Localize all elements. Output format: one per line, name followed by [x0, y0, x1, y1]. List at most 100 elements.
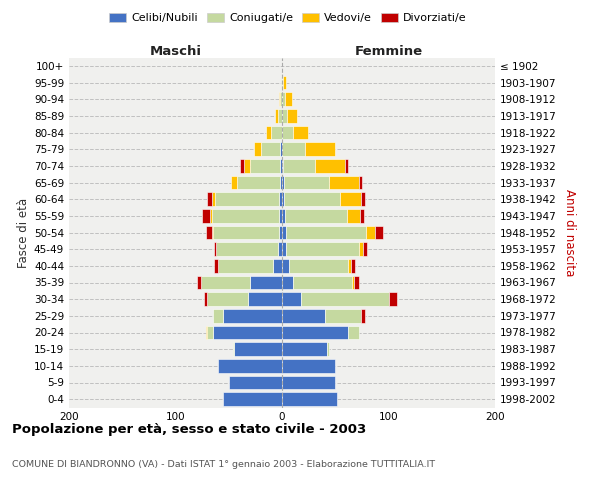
- Text: Femmine: Femmine: [355, 44, 422, 58]
- Bar: [223, 392, 282, 406]
- Bar: [229, 376, 282, 390]
- Bar: [282, 292, 301, 306]
- Bar: [347, 209, 360, 222]
- Bar: [305, 142, 335, 156]
- Bar: [234, 342, 282, 356]
- Bar: [282, 92, 285, 106]
- Bar: [325, 309, 361, 322]
- Bar: [274, 259, 282, 272]
- Bar: [351, 259, 355, 272]
- Bar: [280, 159, 282, 172]
- Bar: [315, 159, 345, 172]
- Bar: [218, 259, 274, 272]
- Bar: [282, 276, 293, 289]
- Bar: [355, 276, 359, 289]
- Bar: [209, 209, 212, 222]
- Bar: [282, 242, 286, 256]
- Bar: [237, 176, 280, 190]
- Bar: [279, 92, 280, 106]
- Bar: [282, 76, 283, 90]
- Bar: [215, 192, 279, 206]
- Bar: [254, 142, 260, 156]
- Bar: [282, 392, 337, 406]
- Bar: [286, 226, 366, 239]
- Bar: [250, 276, 282, 289]
- Bar: [361, 192, 365, 206]
- Bar: [279, 209, 282, 222]
- Bar: [284, 192, 340, 206]
- Bar: [282, 326, 348, 340]
- Bar: [279, 226, 282, 239]
- Bar: [340, 192, 361, 206]
- Bar: [329, 176, 359, 190]
- Bar: [201, 276, 250, 289]
- Bar: [327, 342, 329, 356]
- Bar: [282, 126, 293, 140]
- Bar: [301, 292, 389, 306]
- Bar: [208, 192, 212, 206]
- Bar: [213, 226, 279, 239]
- Bar: [285, 92, 292, 106]
- Bar: [197, 276, 201, 289]
- Bar: [212, 226, 213, 239]
- Bar: [366, 226, 374, 239]
- Bar: [282, 309, 325, 322]
- Y-axis label: Anni di nascita: Anni di nascita: [563, 189, 576, 276]
- Bar: [282, 359, 335, 372]
- Bar: [244, 159, 250, 172]
- Legend: Celibi/Nubili, Coniugati/e, Vedovi/e, Divorziati/e: Celibi/Nubili, Coniugati/e, Vedovi/e, Di…: [105, 8, 471, 28]
- Bar: [363, 242, 367, 256]
- Bar: [361, 309, 365, 322]
- Bar: [271, 126, 282, 140]
- Bar: [212, 192, 215, 206]
- Bar: [231, 176, 237, 190]
- Bar: [293, 276, 352, 289]
- Bar: [374, 226, 383, 239]
- Bar: [348, 326, 359, 340]
- Bar: [359, 176, 362, 190]
- Bar: [282, 176, 284, 190]
- Bar: [280, 176, 282, 190]
- Bar: [250, 159, 280, 172]
- Text: Popolazione per età, sesso e stato civile - 2003: Popolazione per età, sesso e stato civil…: [12, 422, 366, 436]
- Bar: [275, 109, 278, 122]
- Bar: [282, 342, 327, 356]
- Bar: [260, 142, 280, 156]
- Bar: [360, 209, 364, 222]
- Bar: [206, 326, 208, 340]
- Bar: [266, 126, 271, 140]
- Text: Maschi: Maschi: [149, 44, 202, 58]
- Bar: [204, 292, 208, 306]
- Bar: [278, 109, 282, 122]
- Bar: [282, 192, 284, 206]
- Bar: [279, 192, 282, 206]
- Bar: [345, 159, 348, 172]
- Bar: [214, 242, 216, 256]
- Bar: [241, 159, 244, 172]
- Bar: [213, 309, 223, 322]
- Bar: [282, 259, 289, 272]
- Bar: [283, 76, 286, 90]
- Bar: [218, 359, 282, 372]
- Text: COMUNE DI BIANDRONNO (VA) - Dati ISTAT 1° gennaio 2003 - Elaborazione TUTTITALIA: COMUNE DI BIANDRONNO (VA) - Dati ISTAT 1…: [12, 460, 435, 469]
- Bar: [278, 242, 282, 256]
- Bar: [282, 159, 283, 172]
- Bar: [348, 259, 351, 272]
- Bar: [206, 226, 212, 239]
- Bar: [233, 342, 234, 356]
- Bar: [212, 209, 279, 222]
- Bar: [280, 92, 282, 106]
- Bar: [208, 292, 248, 306]
- Bar: [282, 209, 285, 222]
- Bar: [282, 226, 286, 239]
- Bar: [202, 209, 209, 222]
- Bar: [214, 259, 218, 272]
- Bar: [248, 292, 282, 306]
- Bar: [281, 76, 282, 90]
- Bar: [223, 309, 282, 322]
- Bar: [283, 159, 315, 172]
- Bar: [285, 209, 347, 222]
- Bar: [352, 276, 355, 289]
- Bar: [213, 326, 282, 340]
- Y-axis label: Fasce di età: Fasce di età: [17, 198, 30, 268]
